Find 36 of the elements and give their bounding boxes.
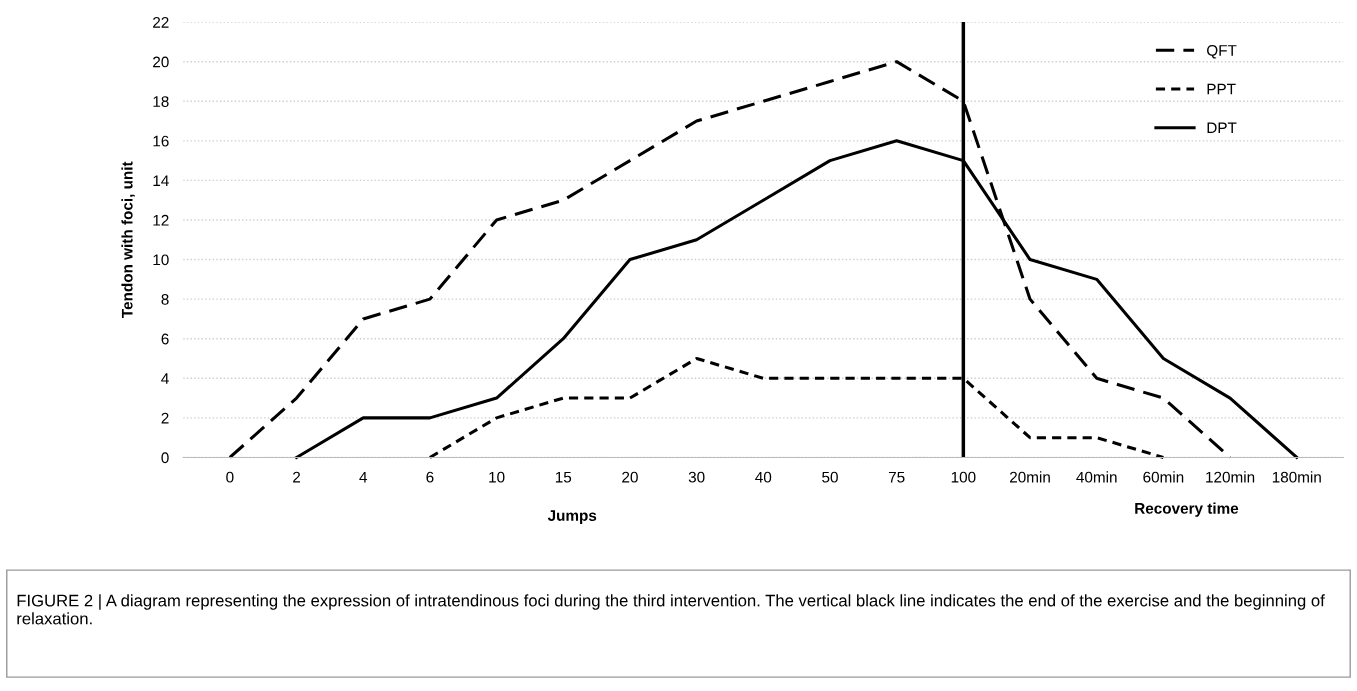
x-tick-label: 2: [293, 471, 301, 483]
x-tick-label: 50: [822, 471, 838, 483]
y-tick-label: 10: [153, 254, 169, 266]
x-tick-label: 120min: [1206, 471, 1255, 483]
y-tick-label: 12: [153, 214, 169, 226]
x-tick-label: 60min: [1143, 471, 1184, 483]
y-axis-title: Tendon with foci, unit: [121, 161, 135, 318]
legend-label: DPT: [1207, 122, 1237, 134]
y-tick-label: 16: [153, 135, 169, 147]
x-tick-label: 4: [359, 471, 368, 483]
x-tick-label: 6: [426, 471, 434, 483]
y-tick-label: 0: [161, 452, 169, 464]
y-tick-label: 4: [161, 373, 169, 384]
text: Recovery time: [1135, 502, 1239, 517]
x-tick-label: 20min: [1010, 471, 1050, 483]
y-tick-label: 18: [153, 96, 169, 107]
x-tick-label: 10: [489, 471, 505, 483]
x-tick-label: 40min: [1076, 471, 1117, 483]
x-tick-label: 30: [688, 471, 705, 483]
y-tick-label: 6: [161, 333, 169, 345]
y-tick-label: 14: [153, 175, 169, 186]
x-tick-label: 100: [951, 471, 976, 483]
y-tick-label: 2: [161, 412, 169, 424]
x-tick-label: 0: [226, 471, 234, 483]
y-tick-label: 20: [153, 56, 169, 68]
y-tick-label: 8: [161, 294, 169, 305]
x-tick-label: 40: [755, 471, 772, 483]
legend-label: QFT: [1207, 44, 1237, 59]
x-tick-label: 75: [888, 471, 905, 483]
legend-label: PPT: [1207, 83, 1236, 95]
x-tick-label: 15: [555, 471, 572, 483]
x-tick-label: 180min: [1272, 471, 1321, 483]
caption: FIGURE 2 | A diagram representing the expression of intratendinous foci during the third intervention. The vertical black line indicates the end of the exercise and the beginning of relaxation.: [17, 594, 1325, 625]
y-tick-label: 22: [153, 16, 169, 28]
x-tick-label: 20: [622, 471, 638, 483]
x-axis-title: Jumps: [547, 510, 597, 524]
